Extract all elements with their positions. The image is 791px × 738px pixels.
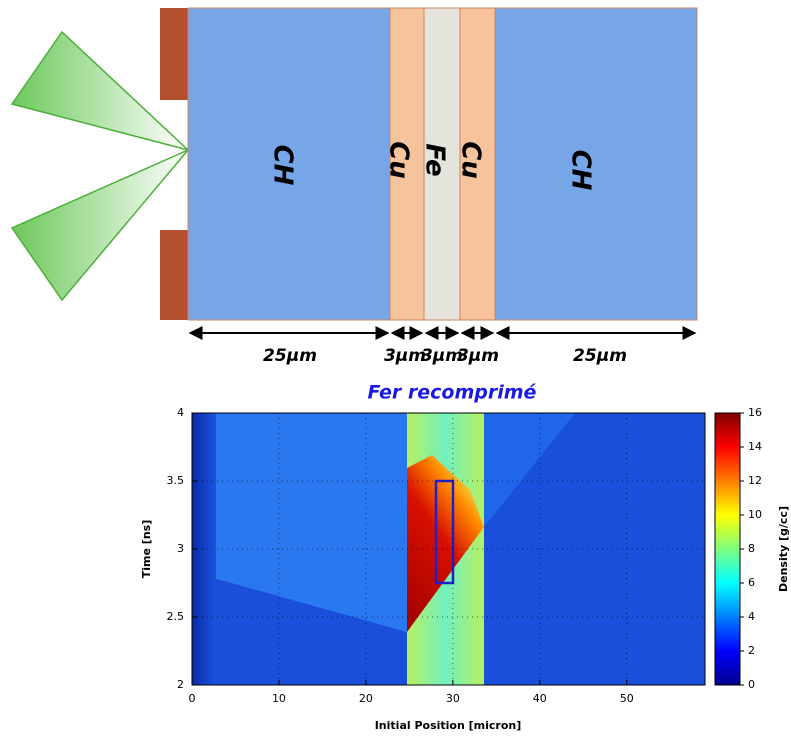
heatmap-region [407, 455, 484, 632]
colorbar [714, 412, 741, 686]
x-tick-label: 20 [359, 692, 373, 705]
heatmap-region [210, 413, 407, 632]
layer-ch [187, 7, 391, 321]
colorbar-tick-label: 0 [748, 678, 755, 691]
colorbar-tick-label: 2 [748, 644, 755, 657]
layer-label: Cu [456, 141, 486, 179]
heatmap-region [355, 632, 407, 685]
thickness-label: 25µm [263, 346, 317, 366]
colorbar-tick-label: 12 [748, 474, 762, 487]
thickness-label: 3µm [457, 346, 499, 366]
holder [160, 230, 188, 320]
thickness-label: 3µm [421, 346, 463, 366]
layer-fe [423, 7, 461, 321]
holder [160, 8, 188, 100]
layer-label: Fe [420, 143, 450, 176]
y-axis-label: Time [ns] [140, 520, 153, 578]
colorbar-tick-label: 6 [748, 576, 755, 589]
layer-ch [494, 7, 698, 321]
x-tick-label: 10 [272, 692, 286, 705]
layer-cu [459, 7, 496, 321]
colorbar-tick-label: 8 [748, 542, 755, 555]
thickness-label: 3µm [384, 346, 426, 366]
y-tick-label: 2 [177, 678, 184, 691]
colorbar-tick-label: 14 [748, 440, 762, 453]
thickness-label: 25µm [573, 346, 627, 366]
y-tick-label: 2.5 [167, 610, 185, 623]
layer-cu [389, 7, 425, 321]
y-tick-label: 4 [177, 406, 184, 419]
chart-title: Fer recomprimé [368, 382, 537, 404]
x-tick-label: 50 [620, 692, 634, 705]
y-tick-label: 3 [177, 542, 184, 555]
laser-cone [10, 30, 189, 151]
x-tick-label: 0 [189, 692, 196, 705]
y-tick-label: 3.5 [167, 474, 185, 487]
heatmap [192, 413, 705, 685]
colorbar-tick-label: 4 [748, 610, 755, 623]
x-tick-label: 40 [533, 692, 547, 705]
x-tick-label: 30 [446, 692, 460, 705]
heatmap-region [484, 413, 575, 527]
layer-label: CH [566, 150, 596, 191]
layer-label: Cu [384, 141, 414, 179]
target-diagram: CH Cu Fe Cu CH 25µm 3µm 3µm 3µm 25µm [10, 7, 698, 366]
laser-cone [10, 149, 189, 302]
layer-label: CH [268, 145, 298, 186]
colorbar-label: Density [g/cc] [777, 506, 790, 592]
highlight-box [434, 479, 455, 585]
colorbar-tick-label: 10 [748, 508, 762, 521]
x-axis-label: Initial Position [micron] [375, 719, 522, 732]
colorbar-tick-label: 16 [748, 406, 762, 419]
